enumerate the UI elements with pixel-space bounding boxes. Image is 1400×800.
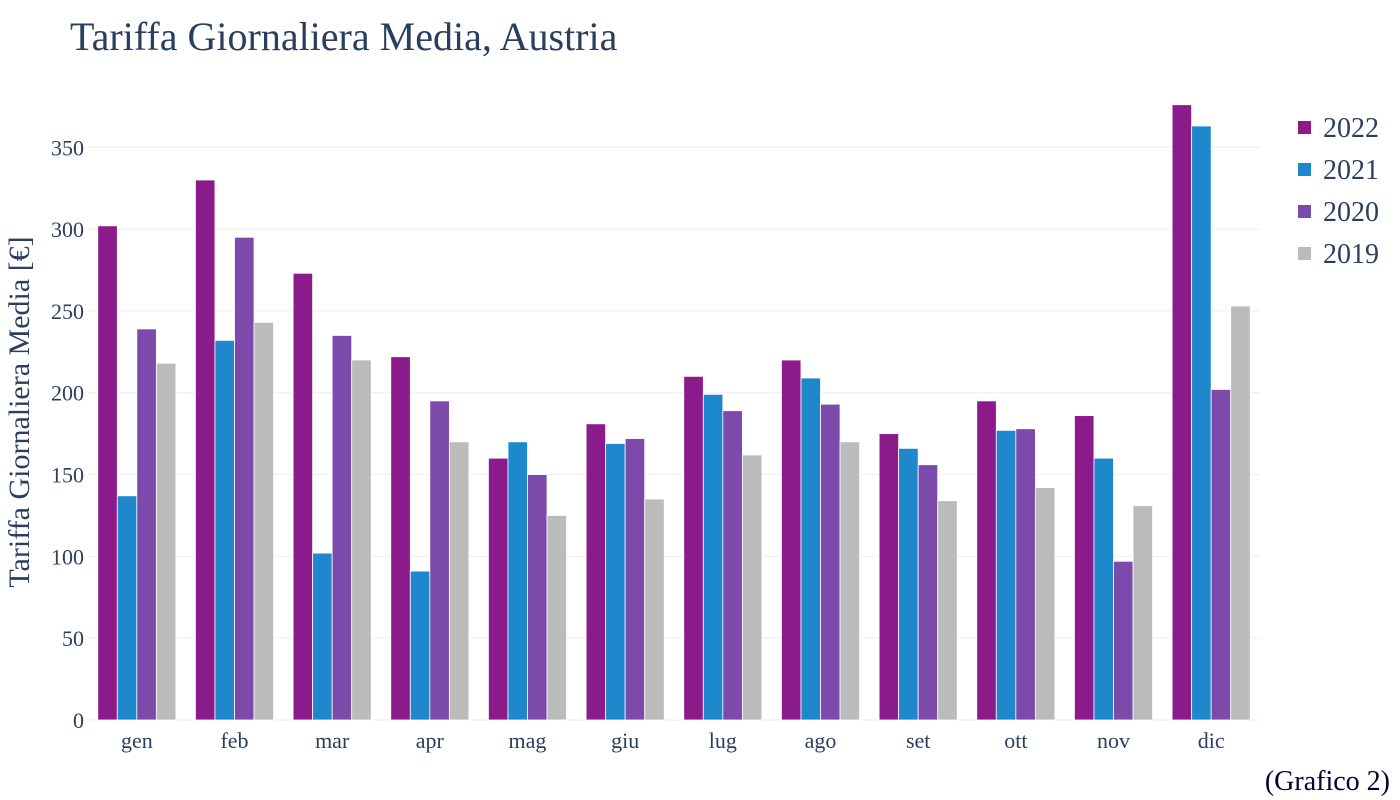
x-axis-ticks: gen feb mar apr mag giu lug ago set ott nov dic xyxy=(121,728,1225,753)
legend-label: 2020 xyxy=(1323,197,1379,228)
legend-swatch xyxy=(1298,247,1311,260)
bar-2019-gen[interactable] xyxy=(155,362,177,721)
bars xyxy=(97,104,1251,721)
x-tick-label: dic xyxy=(1198,728,1225,753)
bar-2019-lug[interactable] xyxy=(741,454,763,721)
legend[interactable]: 2022 2021 2020 2019 xyxy=(1298,113,1379,270)
x-tick-label: mar xyxy=(315,728,350,753)
bar-2019-giu[interactable] xyxy=(644,498,665,721)
bar-2021-giu[interactable] xyxy=(605,443,626,721)
grid-lines xyxy=(88,146,1260,721)
bar-2019-ott[interactable] xyxy=(1034,487,1056,721)
bar-2022-ago[interactable] xyxy=(781,359,802,721)
bar-2021-ago[interactable] xyxy=(800,377,821,721)
x-tick-label: lug xyxy=(709,728,737,753)
y-axis-label: Tariffa Giornaliera Media [€] xyxy=(3,236,36,587)
x-tick-label: ago xyxy=(805,728,837,753)
bar-2019-mag[interactable] xyxy=(546,515,567,721)
bar-2022-nov[interactable] xyxy=(1074,415,1095,721)
bar-2019-nov[interactable] xyxy=(1132,505,1153,721)
legend-item-2019[interactable]: 2019 xyxy=(1298,239,1379,270)
bar-2020-nov[interactable] xyxy=(1113,560,1134,721)
x-tick-label: feb xyxy=(220,728,248,753)
y-axis-ticks: 0 50 100 150 200 250 300 350 xyxy=(51,135,84,733)
bar-2020-set[interactable] xyxy=(917,464,939,721)
x-tick-label: apr xyxy=(416,728,445,753)
bar-2019-feb[interactable] xyxy=(253,321,274,721)
bar-2020-ago[interactable] xyxy=(820,403,841,721)
legend-label: 2021 xyxy=(1323,155,1379,186)
bar-2022-mar[interactable] xyxy=(292,272,314,721)
bar-2021-gen[interactable] xyxy=(116,495,138,721)
y-tick-label: 50 xyxy=(62,626,84,651)
bar-2022-mag[interactable] xyxy=(488,457,509,721)
y-tick-label: 300 xyxy=(51,217,84,242)
figure-caption: (Grafico 2) xyxy=(1265,766,1390,797)
bar-2021-feb[interactable] xyxy=(214,339,235,721)
y-tick-label: 150 xyxy=(51,463,84,488)
y-tick-label: 200 xyxy=(51,381,84,406)
x-tick-label: giu xyxy=(611,728,639,753)
x-tick-label: set xyxy=(906,728,930,753)
bar-2019-dic[interactable] xyxy=(1230,305,1251,721)
bar-2022-lug[interactable] xyxy=(683,375,704,721)
bar-2019-apr[interactable] xyxy=(448,441,470,721)
bar-2021-ott[interactable] xyxy=(995,429,1017,721)
x-tick-label: ott xyxy=(1004,728,1027,753)
bar-2021-mag[interactable] xyxy=(507,441,528,721)
bar-2020-feb[interactable] xyxy=(234,236,255,721)
bar-2020-apr[interactable] xyxy=(429,400,450,721)
bar-2022-gen[interactable] xyxy=(97,225,118,721)
bar-2019-ago[interactable] xyxy=(839,441,860,721)
bar-2021-nov[interactable] xyxy=(1093,457,1114,721)
y-tick-label: 100 xyxy=(51,544,84,569)
y-tick-label: 250 xyxy=(51,299,84,324)
x-tick-label: gen xyxy=(121,728,153,753)
bar-2022-ott[interactable] xyxy=(976,400,997,721)
bar-2022-giu[interactable] xyxy=(585,423,607,721)
bar-2021-set[interactable] xyxy=(898,447,919,721)
bar-2020-dic[interactable] xyxy=(1210,389,1232,721)
bar-2022-apr[interactable] xyxy=(390,356,411,721)
bar-2020-ott[interactable] xyxy=(1015,428,1036,721)
bar-2020-mag[interactable] xyxy=(527,474,548,721)
x-tick-label: nov xyxy=(1097,728,1130,753)
bar-2020-giu[interactable] xyxy=(624,438,646,721)
bar-2021-apr[interactable] xyxy=(409,570,431,721)
bar-2022-feb[interactable] xyxy=(195,179,216,721)
legend-item-2021[interactable]: 2021 xyxy=(1298,155,1379,186)
legend-item-2020[interactable]: 2020 xyxy=(1298,197,1379,228)
chart-title: Tariffa Giornaliera Media, Austria xyxy=(70,14,618,59)
bar-2022-dic[interactable] xyxy=(1171,104,1193,721)
bar-2020-gen[interactable] xyxy=(136,328,157,721)
legend-swatch xyxy=(1298,121,1311,134)
legend-label: 2019 xyxy=(1323,239,1379,270)
bar-2021-dic[interactable] xyxy=(1191,125,1212,721)
x-tick-label: mag xyxy=(509,728,547,753)
bar-2022-set[interactable] xyxy=(878,433,900,721)
y-tick-label: 0 xyxy=(73,708,84,733)
legend-swatch xyxy=(1298,205,1311,218)
bar-2019-set[interactable] xyxy=(937,500,958,721)
bar-2019-mar[interactable] xyxy=(351,359,372,721)
y-tick-label: 350 xyxy=(51,135,84,160)
bar-2020-lug[interactable] xyxy=(722,410,743,721)
bar-2021-lug[interactable] xyxy=(702,393,724,721)
bar-2020-mar[interactable] xyxy=(331,335,353,721)
legend-label: 2022 xyxy=(1323,113,1379,144)
legend-swatch xyxy=(1298,163,1311,176)
bar-2021-mar[interactable] xyxy=(312,552,333,721)
legend-item-2022[interactable]: 2022 xyxy=(1298,113,1379,144)
